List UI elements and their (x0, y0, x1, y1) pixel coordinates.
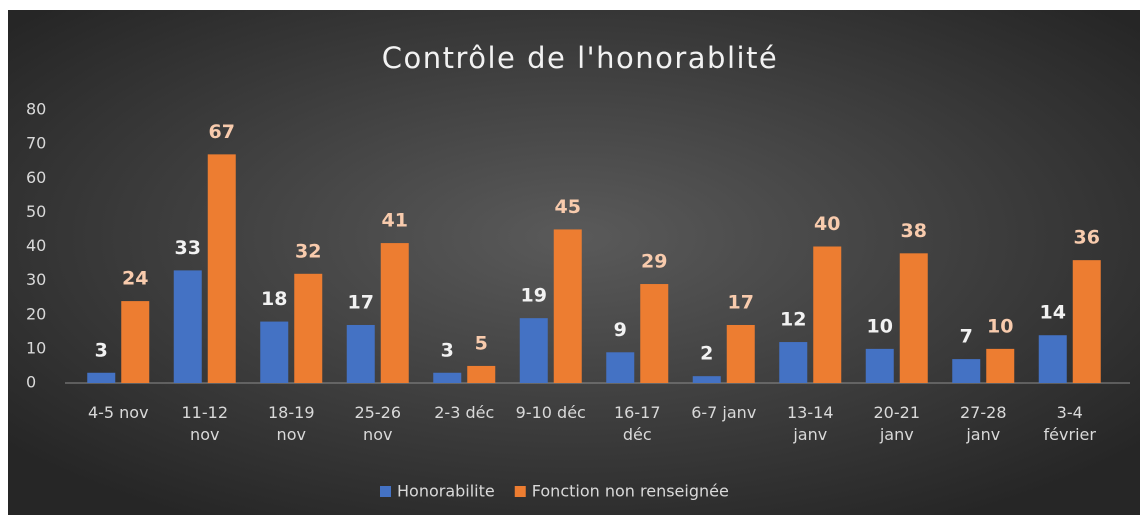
bar (294, 273, 323, 383)
bar (433, 372, 462, 383)
y-tick-label: 20 (26, 304, 46, 323)
x-tick-label: 6-7 janv (691, 403, 756, 422)
y-tick-label: 50 (26, 202, 46, 221)
data-label: 9 (614, 319, 627, 341)
bar (692, 376, 721, 383)
bar (380, 243, 409, 383)
data-label: 14 (1040, 302, 1066, 324)
data-label: 17 (728, 291, 754, 313)
data-label: 10 (987, 315, 1013, 337)
bar (87, 372, 116, 383)
data-label: 32 (295, 240, 321, 262)
data-label: 12 (780, 309, 806, 331)
x-tick-label: 4-5 nov (88, 403, 149, 422)
data-label: 7 (960, 326, 973, 348)
y-tick-label: 10 (26, 338, 46, 357)
bar (952, 359, 981, 383)
data-label: 38 (901, 220, 927, 242)
y-tick-label: 80 (26, 100, 46, 119)
bar (606, 352, 635, 383)
chart-title: Contrôle de l'honorablité (382, 41, 779, 75)
y-tick-label: 40 (26, 236, 46, 255)
bar (207, 154, 236, 383)
data-label: 24 (122, 268, 148, 290)
data-label: 33 (175, 237, 201, 259)
bar (173, 270, 202, 383)
data-label: 67 (209, 121, 235, 143)
data-label: 3 (95, 339, 108, 361)
data-label: 45 (555, 196, 581, 218)
data-label: 2 (700, 343, 713, 365)
y-tick-label: 30 (26, 270, 46, 289)
x-tick-label: 27-28 janv (960, 403, 1007, 444)
data-label: 10 (867, 315, 893, 337)
x-tick-label: 16-17 déc (614, 403, 661, 444)
bar (121, 301, 150, 383)
x-tick-label: 13-14 janv (787, 403, 834, 444)
x-tick-label: 2-3 déc (434, 403, 494, 422)
bar (1072, 260, 1101, 383)
bar (779, 342, 808, 383)
legend-swatch (514, 486, 526, 497)
y-tick-label: 70 (26, 134, 46, 153)
legend-label: Honorabilite (397, 482, 495, 501)
data-label: 18 (261, 288, 287, 310)
bar (640, 284, 669, 383)
data-label: 40 (814, 213, 840, 235)
bar (260, 321, 289, 383)
data-label: 5 (475, 332, 488, 354)
data-label: 3 (441, 339, 454, 361)
data-label: 36 (1074, 227, 1100, 249)
data-label: 19 (521, 285, 547, 307)
x-tick-label: 25-26 nov (355, 403, 402, 444)
x-tick-label: 3-4 février (1044, 403, 1097, 444)
x-tick-label: 20-21 janv (874, 403, 921, 444)
y-tick-label: 60 (26, 168, 46, 187)
bar (467, 365, 496, 383)
x-tick-label: 18-19 nov (268, 403, 315, 444)
data-label: 41 (382, 210, 408, 232)
bar (519, 318, 548, 383)
y-tick-label: 0 (26, 373, 36, 392)
x-tick-label: 11-12 nov (182, 403, 229, 444)
bar (813, 246, 842, 383)
bar (726, 324, 755, 383)
data-label: 17 (348, 291, 374, 313)
legend-swatch (380, 486, 391, 497)
bar (986, 348, 1015, 383)
x-tick-label: 9-10 déc (516, 403, 586, 422)
bar (1038, 335, 1067, 383)
bar (865, 348, 894, 383)
bar (899, 253, 928, 383)
bar (346, 324, 375, 383)
legend-label: Fonction non renseignée (532, 482, 729, 501)
bar (553, 229, 582, 383)
data-label: 29 (641, 251, 667, 273)
